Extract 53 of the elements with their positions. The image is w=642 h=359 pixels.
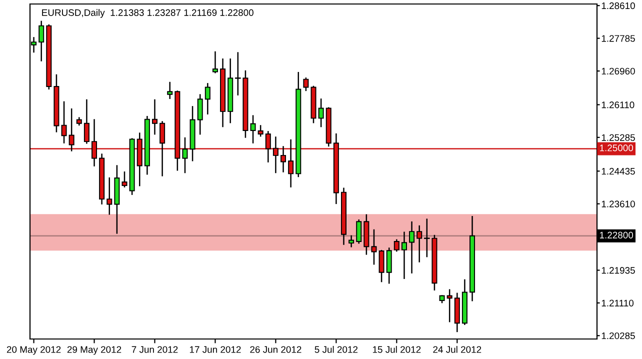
candlestick	[182, 137, 188, 174]
candlestick	[348, 235, 354, 248]
candlestick	[272, 136, 278, 174]
y-tick-label: 1.25285	[602, 134, 635, 141]
candlestick	[152, 99, 158, 135]
candlestick	[61, 101, 67, 144]
candlestick	[446, 289, 452, 322]
y-tick-label: 1.21935	[602, 267, 635, 274]
candlestick	[378, 250, 384, 282]
candlestick	[106, 177, 112, 215]
x-tick-label: 5 Jul 2012	[314, 346, 358, 353]
y-tick-label: 1.23610	[602, 200, 635, 208]
candlestick	[250, 115, 256, 144]
candlestick	[356, 219, 362, 244]
x-tick-label: 15 Jul 2012	[372, 346, 421, 353]
candlestick	[160, 121, 166, 176]
y-tick-label: 1.27785	[602, 35, 635, 42]
y-tick-label: 1.26110	[602, 102, 634, 108]
candlestick	[401, 232, 407, 279]
x-tick-label: 17 Jun 2012	[190, 346, 241, 353]
candlestick	[409, 221, 415, 274]
candlestick	[280, 146, 286, 172]
x-tick-label: 26 Jun 2012	[250, 346, 302, 353]
y-tick-label: 1.21110	[602, 300, 634, 306]
y-tick-label: 1.24435	[602, 168, 635, 175]
ref-line-label: 1.22800	[600, 232, 634, 238]
candlestick	[212, 51, 218, 74]
candlestick	[371, 229, 377, 265]
candlestick	[288, 139, 294, 188]
x-tick-label: 24 Jul 2012	[433, 346, 482, 353]
candlestick	[258, 125, 264, 137]
candlestick	[303, 78, 309, 92]
y-tick-label: 1.20285	[602, 332, 635, 340]
candlestick	[197, 94, 203, 135]
candlestick	[68, 108, 74, 152]
x-tick-label: 29 May 2012	[67, 346, 122, 355]
x-tick-label: 20 May 2012	[6, 346, 61, 355]
candlestick	[318, 98, 324, 128]
candlestick	[265, 131, 271, 162]
ref-line-label: 1.25000	[600, 144, 634, 152]
candlestick	[204, 83, 210, 114]
candlestick	[167, 82, 173, 99]
candlestick	[394, 239, 400, 252]
y-tick-label: 1.28610	[602, 2, 635, 10]
candlestick	[122, 171, 128, 188]
candlestick	[84, 99, 90, 144]
candlestick	[386, 248, 392, 284]
y-tick-label: 1.26960	[602, 68, 635, 75]
candlestick	[92, 119, 98, 166]
candlestick	[416, 225, 422, 262]
candlestick	[38, 20, 44, 62]
chart-title: EURUSD,Daily 1.21383 1.23287 1.21169 1.22800	[42, 9, 254, 18]
x-tick-label: 7 Jun 2012	[132, 346, 178, 353]
